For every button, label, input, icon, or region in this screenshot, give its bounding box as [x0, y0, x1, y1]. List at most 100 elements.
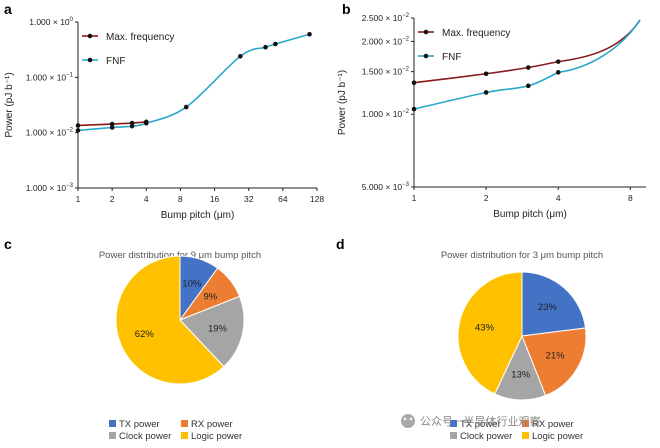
pie-title: Power distribution for 3 μm bump pitch	[441, 250, 603, 261]
pie-slice	[115, 255, 225, 385]
y-tick-exponent: 0	[70, 17, 74, 23]
x-tick-label: 1	[412, 193, 417, 203]
data-point	[555, 59, 561, 64]
pie-legend-label: TX power	[460, 419, 501, 430]
y-tick-exponent: −2	[66, 128, 74, 134]
data-point	[483, 71, 489, 77]
series-line	[77, 33, 310, 132]
legend-marker	[423, 53, 429, 59]
x-tick-label: 8	[628, 193, 633, 203]
series-line	[77, 121, 147, 127]
pie-legend-label: Logic power	[532, 431, 583, 442]
data-point	[263, 44, 268, 50]
panel-letter: c	[4, 236, 12, 252]
data-point	[109, 121, 115, 127]
x-tick-label: 1	[76, 194, 81, 204]
pie-legend-swatch	[450, 432, 457, 439]
legend-label: FNF	[106, 56, 125, 67]
panel-a: a 1 2 4 8 16 32 64 128 1.000 × 10−3 1.000 × 10−2 1.…	[4, 1, 324, 221]
y-axis-label: Power (pJ b⁻¹)	[337, 70, 348, 135]
pie-slice-label: 43%	[475, 323, 495, 334]
y-tick-label: 1.000 × 10−2	[26, 128, 74, 138]
x-tick-label: 4	[556, 193, 561, 203]
y-tick-exponent: −2	[402, 109, 410, 115]
legend-label: Max. frequency	[106, 32, 174, 43]
pie-legend-label: RX power	[532, 419, 574, 430]
x-tick-label: 128	[310, 194, 324, 204]
pie-legend-swatch	[109, 432, 116, 439]
y-axis-label: Power (pJ b⁻¹)	[4, 72, 15, 137]
data-point	[143, 120, 149, 126]
data-point	[238, 53, 243, 59]
y-tick-label: 1.000 × 10−3	[26, 183, 74, 193]
data-point	[411, 106, 417, 112]
data-point	[411, 80, 417, 86]
y-tick-label: 2.500 × 10−2	[362, 13, 410, 23]
y-tick-exponent: −1	[66, 72, 74, 78]
legend-marker	[87, 33, 93, 39]
x-tick-label: 64	[278, 194, 288, 204]
watermark-text: 公众号 · 半导体行业观察	[420, 414, 541, 428]
y-tick-label: 1.000 × 100	[29, 17, 73, 27]
legend-marker	[423, 29, 429, 35]
data-point	[109, 125, 115, 130]
pie-legend-label: RX power	[191, 419, 233, 430]
legend-marker	[87, 57, 93, 63]
data-point	[483, 90, 489, 95]
legend-label: Max. frequency	[442, 28, 510, 39]
pie-legend-swatch	[181, 420, 188, 427]
pie-slice	[457, 271, 523, 395]
y-tick-exponent: −2	[402, 13, 410, 19]
y-tick-label: 1.000 × 10−2	[362, 109, 410, 119]
y-tick-label: 5.000 × 10−3	[362, 182, 410, 192]
pie-legend-swatch	[181, 432, 188, 439]
pie-slice-label: 23%	[538, 302, 558, 313]
panel-b: b 1 2 4 8 5.000 × 10−3 1.000 × 10−2 1.500 × 10−…	[337, 1, 646, 220]
data-point	[273, 41, 278, 47]
x-axis-label: Bump pitch (μm)	[493, 209, 567, 220]
x-tick-label: 2	[484, 193, 489, 203]
panel-letter: b	[342, 1, 351, 17]
pie-legend-swatch	[450, 420, 457, 427]
data-point	[525, 65, 531, 70]
pie-slice-label: 9%	[203, 291, 217, 302]
panel-letter: a	[4, 1, 12, 17]
pie-legend-label: Clock power	[119, 431, 171, 442]
panel-d: d Power distribution for 3 μm bump pitch 2…	[336, 236, 603, 442]
data-point	[129, 123, 135, 129]
x-tick-label: 32	[244, 194, 254, 204]
data-point	[75, 128, 81, 133]
pie-legend-swatch	[522, 420, 529, 427]
y-tick-label: 1.500 × 10−2	[362, 67, 410, 77]
x-tick-label: 2	[110, 194, 115, 204]
x-tick-label: 4	[144, 194, 149, 204]
y-tick-label: 1.000 × 10−1	[26, 72, 74, 82]
pie-slice-label: 62%	[135, 329, 155, 340]
x-tick-label: 16	[210, 194, 220, 204]
data-point	[555, 70, 561, 75]
pie-slice-label: 21%	[546, 351, 566, 362]
panel-letter: d	[336, 236, 345, 252]
pie-legend-swatch	[109, 420, 116, 427]
legend-label: FNF	[442, 52, 461, 63]
y-tick-exponent: −2	[402, 36, 410, 42]
pie-slice-label: 10%	[182, 278, 202, 289]
pie-slice-label: 13%	[511, 369, 531, 380]
pie-slice	[179, 295, 245, 368]
pie-legend-label: TX power	[119, 419, 160, 430]
data-point	[307, 31, 312, 37]
wechat-icon-eye	[409, 417, 413, 421]
pie-slice-label: 19%	[208, 323, 228, 334]
watermark: 公众号 · 半导体行业观察	[401, 414, 541, 428]
data-point	[183, 104, 189, 110]
pie-legend-swatch	[522, 432, 529, 439]
x-axis-label: Bump pitch (μm)	[161, 210, 235, 221]
pie-legend-label: Clock power	[460, 431, 512, 442]
data-point	[525, 83, 531, 89]
x-tick-label: 8	[178, 194, 183, 204]
wechat-icon-eye	[403, 417, 407, 421]
wechat-icon	[401, 414, 415, 428]
pie-slice	[521, 327, 587, 397]
